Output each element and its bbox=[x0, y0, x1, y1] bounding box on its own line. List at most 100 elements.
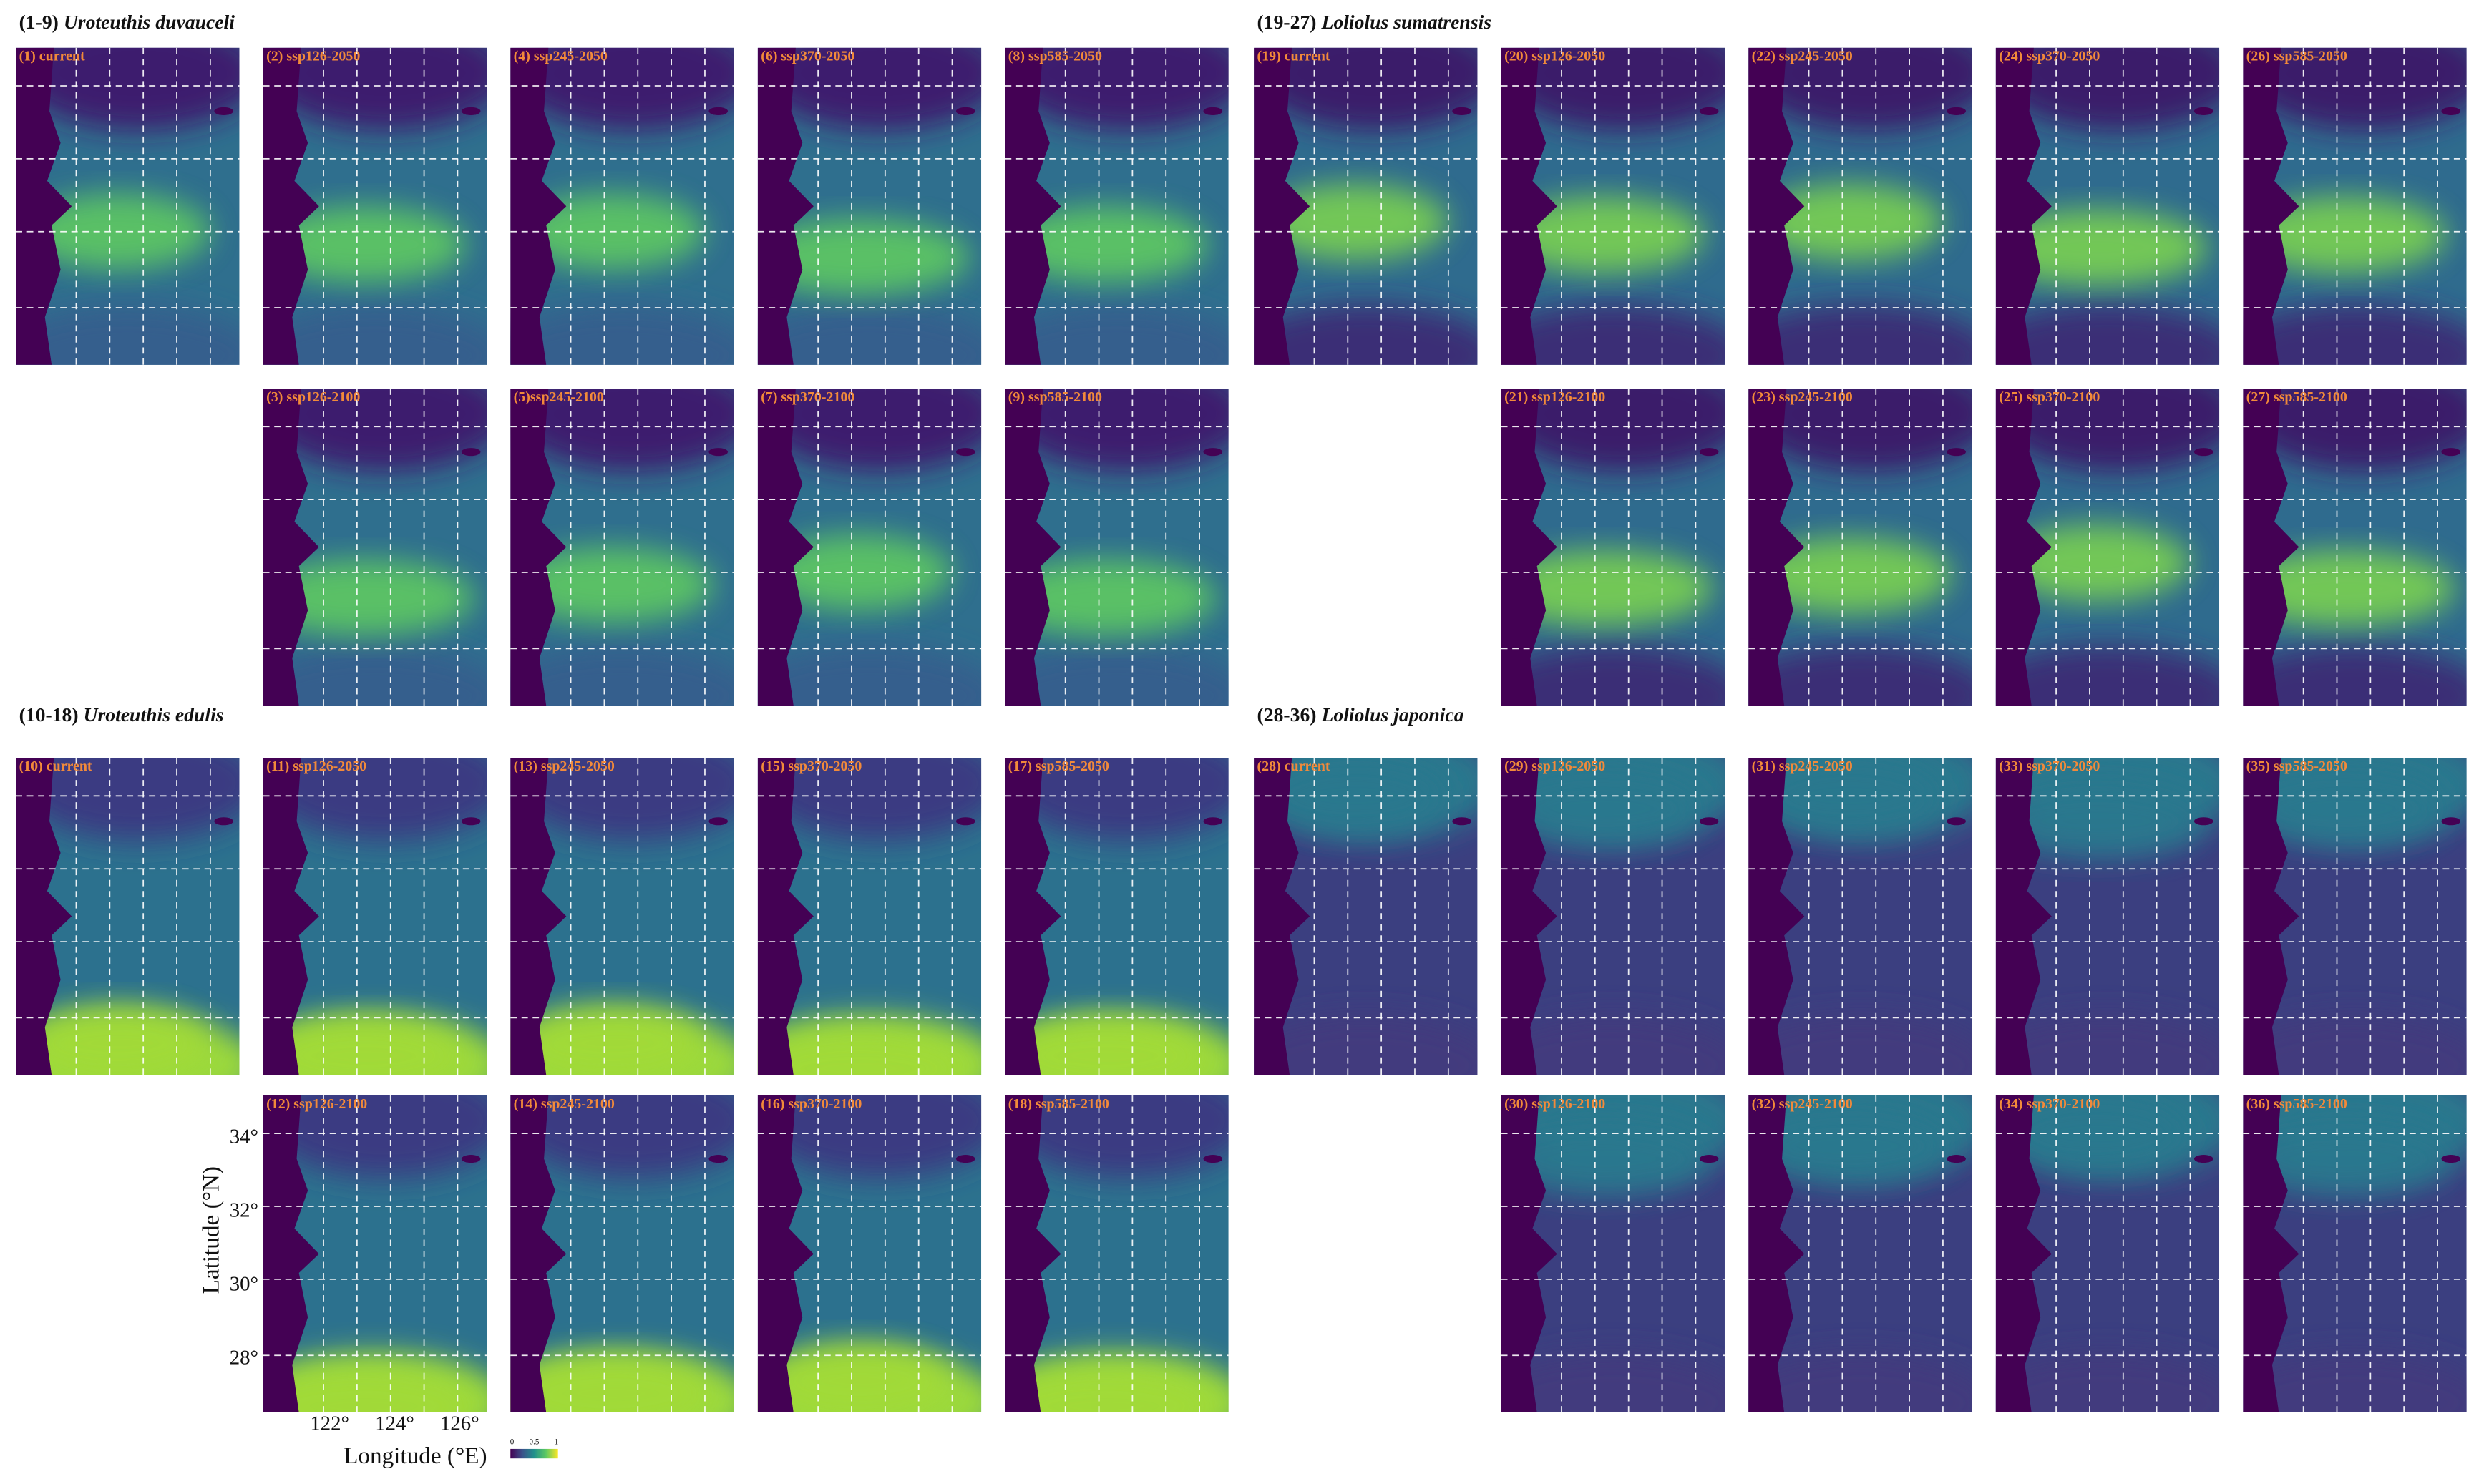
island bbox=[1947, 107, 1966, 115]
island bbox=[461, 107, 481, 115]
coastline-land bbox=[510, 758, 567, 1075]
map-region bbox=[1501, 304, 1725, 365]
map-region bbox=[1748, 389, 1972, 472]
map-panel bbox=[510, 389, 734, 706]
map-region bbox=[22, 1005, 210, 1075]
panel-label: (23) ssp245-2100 bbox=[1752, 389, 1853, 405]
map-region bbox=[1501, 645, 1725, 706]
map-panel bbox=[2243, 758, 2467, 1075]
panel-label: (26) ssp585-2050 bbox=[2246, 49, 2347, 64]
island bbox=[955, 448, 975, 457]
coastline-land bbox=[1995, 47, 2052, 365]
group-number: (1-9) bbox=[19, 11, 59, 33]
panel-label: (19) current bbox=[1257, 49, 1330, 64]
coastline-land bbox=[263, 1095, 319, 1412]
panel-label: (28) current bbox=[1257, 758, 1330, 774]
panel-label: (34) ssp370-2100 bbox=[1999, 1096, 2100, 1112]
map-region bbox=[1501, 1015, 1725, 1075]
island bbox=[2193, 1155, 2213, 1163]
map-region bbox=[1995, 47, 2220, 130]
coastline-land bbox=[1748, 758, 1805, 1075]
coastline-land bbox=[510, 47, 567, 365]
coastline-land bbox=[757, 47, 814, 365]
panel-label: (4) ssp245-2050 bbox=[514, 49, 608, 64]
map-region bbox=[757, 1095, 982, 1178]
map-panel bbox=[757, 1095, 982, 1412]
map-region bbox=[510, 645, 734, 706]
island bbox=[1203, 817, 1223, 826]
island bbox=[214, 817, 233, 826]
panel-label: (29) ssp126-2050 bbox=[1504, 758, 1605, 774]
coastline-land bbox=[2243, 1095, 2299, 1412]
coastline-land bbox=[1254, 47, 1310, 365]
panel-label: (2) ssp126-2050 bbox=[266, 49, 360, 64]
map-region bbox=[1501, 1352, 1725, 1412]
map-region bbox=[1748, 645, 1972, 706]
map-region bbox=[2243, 1352, 2467, 1412]
map-region bbox=[1995, 1015, 2220, 1075]
map-region bbox=[1501, 197, 1705, 273]
map-panel bbox=[1005, 758, 1229, 1075]
panel-label: (25) ssp370-2100 bbox=[1999, 389, 2100, 405]
coastline-land bbox=[263, 389, 319, 706]
map-region bbox=[1005, 1095, 1229, 1178]
coastline-land bbox=[2243, 47, 2299, 365]
map-panel bbox=[263, 389, 487, 706]
island bbox=[2193, 817, 2213, 826]
map-panel bbox=[2243, 389, 2467, 706]
y-axis-label: Latitude (°N) bbox=[198, 1166, 225, 1294]
island bbox=[1203, 1155, 1223, 1163]
island bbox=[1699, 107, 1719, 115]
map-region bbox=[2243, 770, 2447, 847]
map-region bbox=[1254, 1015, 1478, 1075]
island bbox=[1947, 1155, 1966, 1163]
map-region bbox=[510, 47, 734, 130]
panel-label: (9) ssp585-2100 bbox=[1008, 389, 1102, 405]
map-region bbox=[1995, 389, 2220, 472]
map-region bbox=[1501, 389, 1725, 472]
island bbox=[1452, 817, 1471, 826]
x-tick-label: 122° bbox=[310, 1412, 349, 1435]
coastline-land bbox=[510, 389, 567, 706]
coastline-land bbox=[757, 758, 814, 1075]
map-region bbox=[16, 47, 240, 130]
map-panel bbox=[1501, 1095, 1725, 1412]
coastline-land bbox=[1005, 47, 1061, 365]
colorbar bbox=[510, 1448, 558, 1459]
island bbox=[1452, 107, 1471, 115]
panel-label: (18) ssp585-2100 bbox=[1008, 1096, 1109, 1112]
group-title: (28-36) Loliolus japonica bbox=[1257, 703, 1464, 726]
map-panel bbox=[263, 47, 487, 365]
coastline-land bbox=[1748, 1095, 1805, 1412]
group-number: (28-36) bbox=[1257, 703, 1317, 726]
map-panel bbox=[1005, 1095, 1229, 1412]
coastline-land bbox=[1748, 389, 1805, 706]
panel-label: (3) ssp126-2100 bbox=[266, 389, 360, 405]
coastline-land bbox=[1501, 758, 1557, 1075]
species-name: Loliolus japonica bbox=[1320, 703, 1463, 726]
coastline-land bbox=[263, 47, 319, 365]
map-region bbox=[1995, 645, 2220, 706]
map-region bbox=[1748, 47, 1972, 130]
map-region bbox=[2243, 1015, 2467, 1075]
map-panel bbox=[1995, 758, 2220, 1075]
map-region bbox=[263, 758, 487, 841]
map-region bbox=[1501, 1121, 1714, 1197]
map-region bbox=[1995, 304, 2220, 365]
map-region bbox=[510, 1095, 734, 1178]
map-panel bbox=[16, 758, 240, 1075]
map-panel bbox=[1995, 389, 2220, 706]
map-region bbox=[1005, 389, 1229, 472]
map-region bbox=[1260, 184, 1448, 260]
map-region bbox=[757, 758, 982, 841]
map-region bbox=[1748, 304, 1972, 365]
panel-label: (36) ssp585-2100 bbox=[2246, 1096, 2347, 1112]
island bbox=[1699, 448, 1719, 457]
map-region bbox=[2002, 524, 2191, 601]
panel-label: (20) ssp126-2050 bbox=[1504, 49, 1605, 64]
map-region bbox=[1005, 304, 1229, 365]
map-panel bbox=[757, 389, 982, 706]
island bbox=[955, 817, 975, 826]
map-panel bbox=[1501, 389, 1725, 706]
